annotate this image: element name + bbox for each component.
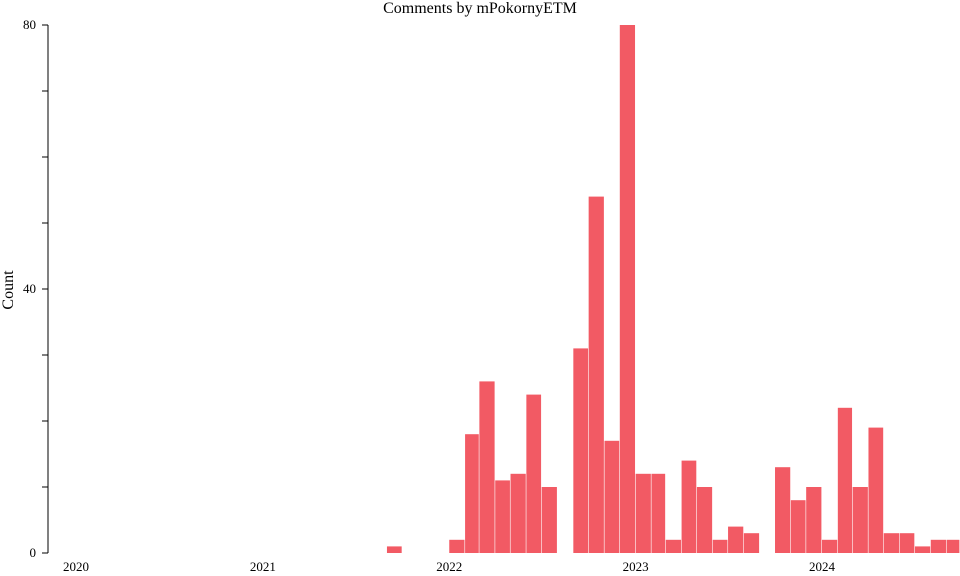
x-tick-label-2022: 2022 [436, 559, 462, 574]
bar-2023-11 [790, 500, 806, 553]
bar-2022-12 [619, 25, 636, 553]
bar-2023-04 [681, 460, 697, 553]
bar-2024-09 [946, 539, 960, 553]
bar-2022-05 [510, 473, 526, 553]
bar-2023-06 [712, 539, 728, 553]
x-tick-label-2021: 2021 [250, 559, 276, 574]
x-axis: 2020 2021 2022 2023 2024 [63, 559, 836, 574]
bar-2022-11 [604, 440, 620, 553]
x-tick-label-2024: 2024 [809, 559, 836, 574]
bar-2023-08 [743, 533, 760, 553]
bar-2024-07 [914, 546, 931, 553]
bar-2021-09 [386, 546, 402, 553]
bar-2024-05 [883, 533, 900, 553]
bar-2024-03 [852, 487, 868, 553]
bars-group [386, 25, 960, 553]
bar-2023-07 [728, 526, 744, 553]
bar-2022-06 [526, 394, 542, 553]
bar-2022-04 [495, 480, 510, 553]
bar-2023-12 [806, 487, 822, 553]
x-tick-label-2023: 2023 [623, 559, 649, 574]
bar-2024-08 [930, 539, 946, 553]
bar-2024-04 [868, 427, 884, 553]
bar-2022-10 [588, 196, 604, 553]
bar-2022-02 [465, 434, 479, 553]
y-tick-label-80: 80 [23, 17, 36, 32]
bar-2022-07 [541, 487, 557, 553]
y-axis-label: Count [0, 270, 17, 310]
y-tick-label-40: 40 [23, 281, 36, 296]
bar-2024-02 [837, 407, 853, 553]
y-tick-label-0: 0 [30, 545, 37, 560]
bar-2024-06 [899, 533, 915, 553]
bar-2022-03 [479, 381, 495, 553]
x-tick-label-2020: 2020 [63, 559, 89, 574]
bar-2023-10 [775, 467, 791, 553]
chart-title: Comments by mPokornyETM [383, 0, 577, 17]
bar-2022-01 [449, 539, 465, 553]
bar-2023-02 [651, 473, 666, 553]
bar-2023-01 [635, 473, 651, 553]
y-axis: 0 40 80 [23, 17, 49, 560]
bar-2023-03 [665, 539, 681, 553]
bar-2024-01 [822, 539, 838, 553]
bar-2023-05 [696, 487, 713, 553]
bar-2022-09 [573, 348, 589, 553]
